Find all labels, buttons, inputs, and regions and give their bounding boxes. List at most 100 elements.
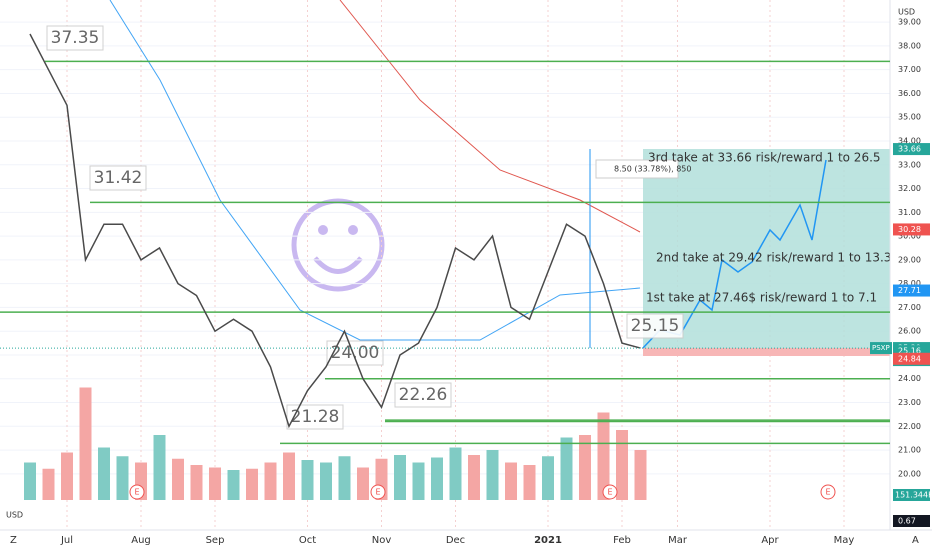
- price-badge: [893, 223, 930, 236]
- y-tick-label: 23.00: [898, 398, 921, 407]
- moving-average: [339, 0, 641, 233]
- volume-badge: [893, 489, 930, 501]
- x-tick-label: Mar: [668, 535, 688, 546]
- measure-box: [595, 159, 679, 179]
- x-tick-label: Jul: [60, 535, 73, 546]
- smiley-eye: [348, 225, 358, 235]
- volume-bar: [264, 462, 277, 500]
- volume-bar: [468, 455, 480, 500]
- event-label: E: [825, 488, 830, 497]
- event-label: E: [134, 488, 139, 497]
- annotation: 1st take at 27.46$ risk/reward 1 to 7.1: [646, 291, 877, 305]
- level-label-box: [89, 165, 147, 191]
- y-tick-label: 38.00: [898, 41, 921, 50]
- y-tick-label: 36.00: [898, 89, 921, 98]
- volume-bar: [486, 450, 499, 500]
- volume-bar: [283, 452, 295, 500]
- price-axis: [890, 0, 932, 530]
- y-tick-label: 27.00: [898, 303, 921, 312]
- annotation: 3rd take at 33.66 risk/reward 1 to 26.5: [648, 151, 881, 165]
- moving-average: [109, 0, 641, 341]
- volume-bar: [227, 470, 240, 500]
- volume-bar: [172, 458, 184, 500]
- currency: USD: [898, 8, 915, 17]
- annotation: 2nd take at 29.42 risk/reward 1 to 13.3: [656, 251, 891, 265]
- level-label-box: [286, 404, 344, 430]
- volume-bar: [505, 462, 517, 500]
- y-tick-label: 31.00: [898, 208, 921, 217]
- volume-bar: [301, 460, 314, 500]
- price-badge: [893, 143, 930, 156]
- volume-bar: [394, 455, 406, 500]
- level-label: 31.42: [94, 168, 143, 188]
- target-zone: [643, 149, 890, 348]
- symbol: PSXP: [872, 344, 890, 352]
- price-badge-label: 30.28: [898, 225, 921, 234]
- volume-bar: [61, 452, 73, 500]
- x-tick-label: Nov: [372, 535, 392, 546]
- smiley-eye: [318, 225, 328, 235]
- event-label: E: [375, 488, 380, 497]
- y-tick-label: 24.00: [898, 374, 921, 383]
- x-tick-label: Oct: [299, 535, 316, 546]
- event-label: E: [607, 488, 612, 497]
- y-tick-label: 29.00: [898, 255, 921, 264]
- event-marker: [820, 484, 836, 500]
- corner: Z: [10, 535, 17, 546]
- y-tick-label: 39.00: [898, 18, 921, 27]
- volume-bar: [412, 462, 425, 500]
- level-label: 21.28: [291, 407, 340, 427]
- price-badge-label: 33.66: [898, 145, 921, 154]
- level-label: 22.26: [399, 385, 448, 405]
- volume-bar: [579, 435, 591, 500]
- volume-bar: [597, 412, 610, 500]
- y-tick-label: 26.00: [898, 327, 921, 336]
- volume-bar: [320, 462, 332, 500]
- level-label: 37.35: [51, 28, 100, 48]
- y-tick-label: 28.00: [898, 279, 921, 288]
- measure-text: 8.50 (33.78%), 850: [614, 165, 691, 174]
- level-label-box: [46, 25, 104, 51]
- volume-bar: [116, 456, 129, 500]
- volume-bar: [523, 465, 536, 500]
- price-line: [29, 33, 641, 429]
- volume-bar: [357, 467, 369, 500]
- level-label-box: [394, 382, 452, 408]
- x-tick-label: 2021: [534, 535, 562, 546]
- event-marker: [370, 484, 386, 500]
- event-marker: [129, 484, 145, 500]
- volume-bar: [616, 430, 628, 500]
- x-tick-label: Feb: [613, 535, 631, 546]
- volume-bar: [190, 465, 203, 500]
- y-tick-label: 33.00: [898, 160, 921, 169]
- volume-bar: [449, 447, 462, 500]
- indicator-value: 0.67: [898, 517, 916, 526]
- level-label: 25.15: [631, 316, 680, 336]
- volume-bar: [79, 387, 92, 500]
- volume-bar: [246, 468, 258, 500]
- price-badge-label: 27.71: [898, 286, 921, 295]
- price-badge-label: 24.84: [898, 354, 921, 363]
- volume-bar: [560, 437, 573, 500]
- x-tick-label: May: [834, 535, 855, 546]
- price-badge-label: 25.16: [898, 347, 921, 356]
- stop-zone: [643, 348, 890, 356]
- volume-bar: [634, 450, 647, 500]
- volume-bar: [42, 468, 55, 500]
- price-badge: [893, 352, 930, 365]
- y-tick-label: 37.00: [898, 65, 921, 74]
- volume-bar: [431, 457, 443, 500]
- y-tick-label: 20.00: [898, 469, 921, 478]
- y-tick-label: 30.00: [898, 232, 921, 241]
- y-tick-label: 22.00: [898, 422, 921, 431]
- indicator-badge: [893, 515, 930, 527]
- volume-bar: [209, 467, 221, 500]
- volume-bar: [338, 456, 351, 500]
- volume-badge-label: 151.344K: [895, 491, 932, 500]
- y-tick-label: 21.00: [898, 446, 921, 455]
- corner: A: [912, 535, 919, 546]
- level-label-box: [326, 340, 384, 366]
- smiley-mouth: [313, 256, 363, 274]
- event-marker: [602, 484, 618, 500]
